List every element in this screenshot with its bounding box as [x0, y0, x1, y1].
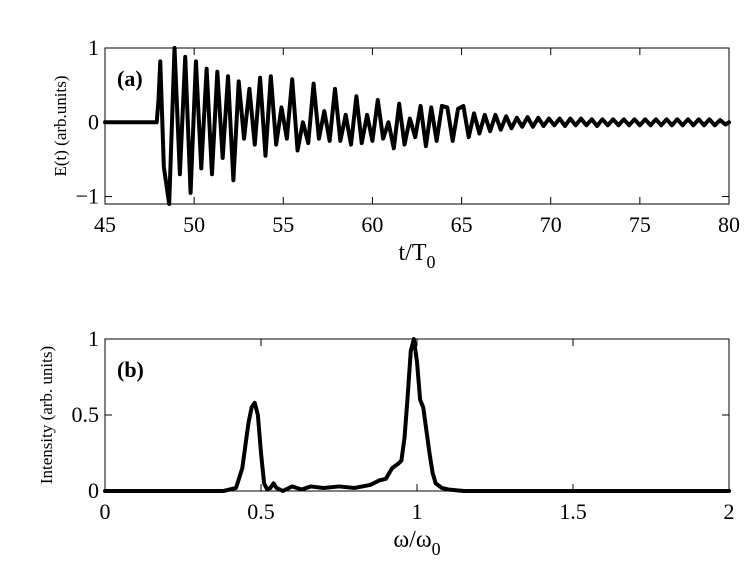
- x-axis-label-main: ω/ω: [393, 527, 431, 553]
- series-line: [103, 46, 731, 206]
- x-tick-label: 80: [718, 212, 740, 237]
- x-tick-label: 0.5: [247, 499, 275, 524]
- x-tick-label: 0: [100, 499, 111, 524]
- y-tick-label: 1: [88, 35, 99, 60]
- x-tick-label: 50: [183, 212, 205, 237]
- x-axis-label-main: t/T: [399, 240, 427, 266]
- y-tick-label: 1: [88, 326, 99, 351]
- x-tick-label: 75: [629, 212, 651, 237]
- series-line: [103, 337, 731, 493]
- y-tick-label: −1: [76, 184, 99, 209]
- x-tick-label: 1: [412, 499, 423, 524]
- x-tick-label: 55: [272, 212, 294, 237]
- x-tick-label: 45: [94, 212, 116, 237]
- panel-label: (b): [117, 357, 144, 382]
- x-tick-label: 2: [724, 499, 735, 524]
- x-axis-label-subscript: 0: [427, 252, 436, 272]
- y-tick-label: 0: [88, 478, 99, 503]
- plot-frame: [104, 47, 730, 205]
- panel-a: 45 50 55 60 65 70 75 80−101(a)t/T0E(t) (arb.uni…: [51, 35, 740, 272]
- y-tick-label: 0.5: [72, 402, 100, 427]
- panel-label: (a): [117, 66, 143, 91]
- x-axis-label: t/T0: [399, 240, 436, 272]
- x-tick-label: 1.5: [559, 499, 587, 524]
- x-axis-label-subscript: 0: [432, 539, 441, 559]
- y-axis-label: E(t) (arb.units): [51, 75, 70, 176]
- x-tick-label: 70: [540, 212, 562, 237]
- x-tick-label: 60: [361, 212, 383, 237]
- y-tick-label: 0: [88, 109, 99, 134]
- x-axis-label: ω/ω0: [393, 527, 440, 559]
- x-tick-label: 65: [451, 212, 473, 237]
- y-axis-label: Intensity (arb. units): [37, 346, 56, 484]
